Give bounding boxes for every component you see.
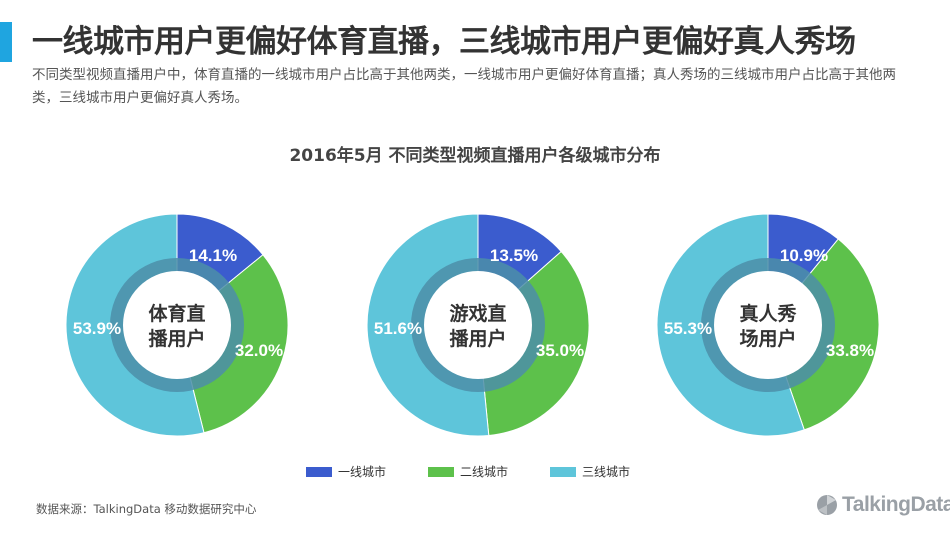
pie-3-value-label-3: 55.3% [664, 319, 712, 338]
pie-1-center-label-1: 体育直 [148, 302, 205, 325]
pie-2-center-label-1: 游戏直 [449, 302, 506, 325]
page-subtitle: 不同类型视频直播用户中，体育直播的一线城市用户占比高于其他两类，一线城市用户更偏… [32, 67, 896, 106]
logo-text: TalkingData [842, 493, 950, 516]
legend-swatch-tier1 [306, 466, 332, 477]
talkingdata-logo: TalkingData [816, 493, 950, 517]
title-accent-bar [0, 22, 12, 62]
legend-label-tier1: 一线城市 [338, 465, 387, 479]
legend-item-tier1: 一线城市 [306, 463, 386, 480]
page-title: 一线城市用户更偏好体育直播，三线城市用户更偏好真人秀场 [32, 24, 856, 60]
pie-1-center-label-2: 播用户 [148, 327, 205, 350]
pie-2-center-hole [424, 271, 532, 379]
pie-1-value-label-3: 53.9% [73, 319, 121, 338]
logo-mark-icon [817, 495, 837, 515]
chart-title: 2016年5月 不同类型视频直播用户各级城市分布 [289, 146, 661, 166]
pie-2-center-label-2: 播用户 [449, 327, 506, 350]
pie-3-center-label-2: 场用户 [739, 327, 796, 350]
legend-swatch-tier3 [550, 466, 576, 477]
pie-2-value-label-1: 13.5% [490, 246, 538, 265]
pie-2-value-label-3: 51.6% [374, 319, 422, 338]
pie-3-center-label-1: 真人秀 [739, 302, 797, 325]
legend-swatch-tier2 [428, 466, 454, 477]
pie-1-center-hole [123, 271, 231, 379]
pie-2-value-label-2: 35.0% [536, 341, 584, 360]
legend-label-tier3: 三线城市 [582, 465, 631, 479]
pie-3-value-label-2: 33.8% [826, 341, 874, 360]
pie-3-value-label-1: 10.9% [780, 246, 828, 265]
legend-label-tier2: 二线城市 [460, 465, 509, 479]
chart-legend: 一线城市 二线城市 三线城市 [0, 463, 950, 479]
data-source-note: 数据来源：TalkingData 移动数据研究中心 [36, 502, 257, 516]
pie-3-center-hole [714, 271, 822, 379]
legend-item-tier2: 二线城市 [428, 463, 508, 480]
legend-item-tier3: 三线城市 [550, 463, 630, 480]
pie-1-value-label-2: 32.0% [235, 341, 283, 360]
pie-1-value-label-1: 14.1% [189, 246, 237, 265]
